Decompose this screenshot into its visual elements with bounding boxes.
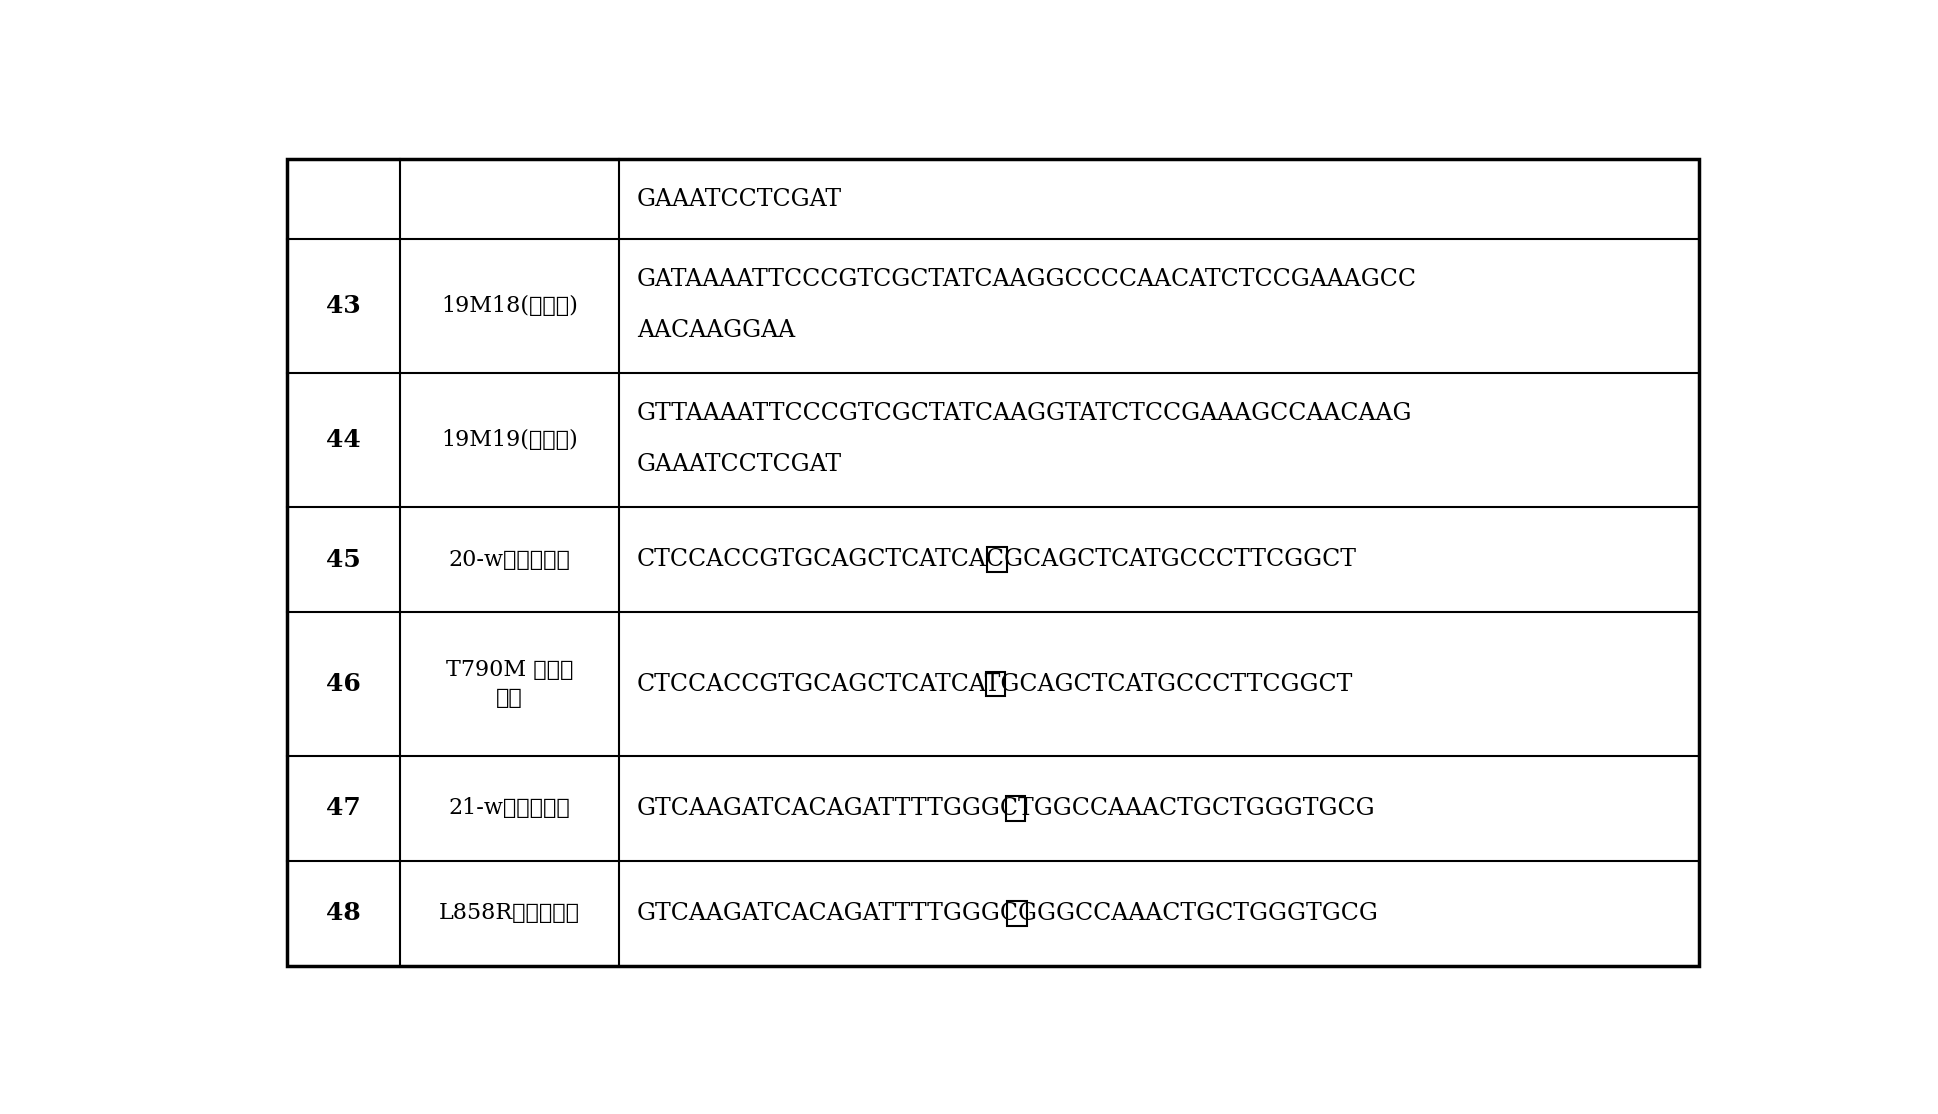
Text: 46: 46 <box>326 672 360 696</box>
Text: AACAAGGAA: AACAAGGAA <box>638 319 795 342</box>
Text: 43: 43 <box>326 294 360 319</box>
Text: GTCAAGATCACAGATTTTGGGCGGGCCAAACTGCTGGGTGCG: GTCAAGATCACAGATTTTGGGCGGGCCAAACTGCTGGGTG… <box>638 901 1380 925</box>
Text: 44: 44 <box>326 428 360 452</box>
Text: 47: 47 <box>326 797 360 820</box>
Text: 21-w（野生型）: 21-w（野生型） <box>450 798 570 820</box>
Text: 19M18(突变型): 19M18(突变型) <box>442 295 578 317</box>
Text: 20-w（野生型）: 20-w（野生型） <box>450 549 570 570</box>
Text: GATAAAATTCCCGTCGCTATCAAGGCCCCAACATCTCCGAAAGCC: GATAAAATTCCCGTCGCTATCAAGGCCCCAACATCTCCGA… <box>638 267 1417 291</box>
Text: 19M19(突变型): 19M19(突变型) <box>442 429 578 451</box>
Text: 45: 45 <box>326 548 360 571</box>
Text: GAAATCCTCGAT: GAAATCCTCGAT <box>638 188 843 211</box>
Text: T790M （突变
型）: T790M （突变 型） <box>446 658 574 710</box>
Text: GAAATCCTCGAT: GAAATCCTCGAT <box>638 452 843 476</box>
Text: 48: 48 <box>326 901 360 926</box>
Text: GTCAAGATCACAGATTTTGGGCTGGCCAAACTGCTGGGTGCG: GTCAAGATCACAGATTTTGGGCTGGCCAAACTGCTGGGTG… <box>638 797 1376 820</box>
Text: GTTAAAATTCCCGTCGCTATCAAGGTATCTCCGAAAGCCAACAAG: GTTAAAATTCCCGTCGCTATCAAGGTATCTCCGAAAGCCA… <box>638 402 1413 424</box>
Text: CTCCACCGTGCAGCTCATCACGCAGCTCATGCCCTTCGGCT: CTCCACCGTGCAGCTCATCACGCAGCTCATGCCCTTCGGC… <box>638 548 1357 571</box>
Text: L858R（突变型）: L858R（突变型） <box>440 902 579 925</box>
Text: CTCCACCGTGCAGCTCATCATGCAGCTCATGCCCTTCGGCT: CTCCACCGTGCAGCTCATCATGCAGCTCATGCCCTTCGGC… <box>638 673 1353 695</box>
